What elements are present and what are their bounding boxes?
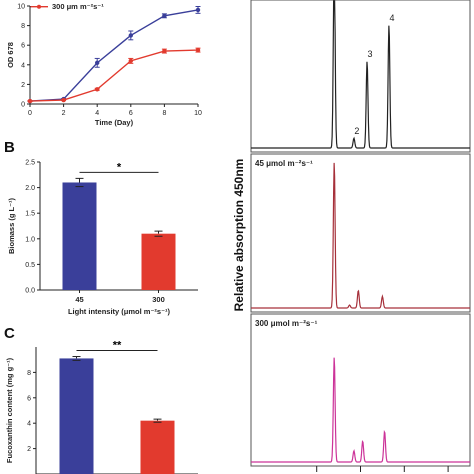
hplc-ylabel: Relative absorption 450nm xyxy=(232,159,246,312)
y-tick-label: 0.5 xyxy=(25,262,35,269)
trace-frame xyxy=(250,153,471,313)
bar xyxy=(62,182,97,290)
x-tick-label: 0 xyxy=(28,110,32,117)
panel-letter-b: B xyxy=(4,139,15,156)
peak-label: 3 xyxy=(368,49,373,59)
y-tick-label: 0.0 xyxy=(25,288,35,295)
chromatogram-trace xyxy=(251,0,470,149)
x-tick-label: 4 xyxy=(95,110,99,117)
data-point xyxy=(128,58,133,64)
bar xyxy=(140,420,175,474)
significance-label: ** xyxy=(113,340,122,352)
series-line xyxy=(29,49,199,102)
y-tick-label: 2.0 xyxy=(25,185,35,192)
y-axis-label: Biomass (g L⁻¹) xyxy=(7,197,16,254)
y-tick-label: 4 xyxy=(21,62,25,69)
y-axis-label: Fucoxanthin content (mg g⁻¹) xyxy=(5,357,14,463)
y-tick-label: 2 xyxy=(21,82,25,89)
y-tick-label: 8 xyxy=(21,23,25,30)
y-tick-label: 8 xyxy=(27,370,31,377)
y-tick-label: 6 xyxy=(27,395,31,402)
y-tick-label: 2.5 xyxy=(25,160,35,167)
bar xyxy=(141,233,176,290)
biomass-bar-chart: 0.0 0.5 1.0 1.5 2.0 2.5 45 300 * Light intensity … xyxy=(7,160,198,316)
x-axis-label: Light intensity (μmol m⁻²s⁻¹) xyxy=(68,307,171,316)
y-axis-label: OD 678 xyxy=(6,42,15,68)
y-tick-label: 1.5 xyxy=(25,211,35,218)
x-tick-label: 8 xyxy=(162,110,166,117)
trace-frame xyxy=(250,313,471,467)
y-tick-label: 2 xyxy=(27,446,31,453)
data-point xyxy=(195,47,201,53)
trace-title: 300 μmol m⁻²s⁻¹ xyxy=(255,319,318,328)
panel-letter-c: C xyxy=(4,325,15,342)
x-tick-label: 300 xyxy=(152,295,165,304)
legend-marker xyxy=(37,4,41,9)
y-tick-label: 0 xyxy=(21,102,25,109)
trace-title: 45 μmol m⁻²s⁻¹ xyxy=(255,159,313,168)
chromatogram-trace xyxy=(251,357,470,463)
data-point xyxy=(162,48,167,54)
series-line xyxy=(29,9,199,102)
data-point xyxy=(95,87,100,92)
y-tick-label: 10 xyxy=(17,4,25,11)
bar xyxy=(59,358,94,474)
chromatogram-trace xyxy=(251,162,470,309)
data-point xyxy=(61,97,66,103)
y-tick-label: 1.0 xyxy=(25,236,35,243)
x-tick-label: 45 xyxy=(75,295,83,304)
x-axis-label: Time (Day) xyxy=(95,118,134,127)
significance-label: * xyxy=(117,161,122,173)
y-tick-label: 6 xyxy=(21,43,25,50)
growth-curve-chart: 300 μm m⁻²s⁻¹ 0 2 4 6 8 10 0 2 4 6 8 10 Time (Day) OD… xyxy=(6,2,202,127)
data-point xyxy=(27,98,33,104)
data-point xyxy=(95,60,100,66)
x-tick-label: 2 xyxy=(62,110,66,117)
y-tick-label: 4 xyxy=(27,421,31,428)
legend-label: 300 μm m⁻²s⁻¹ xyxy=(52,2,104,11)
fucoxanthin-bar-chart: 2 4 6 8 ** Fucoxanthin content (mg g⁻¹) xyxy=(5,340,198,474)
hplc-chromatograms: Relative absorption 450nm 2 3 4 45 μmol m⁻²… xyxy=(232,0,471,472)
x-tick-label: 10 xyxy=(194,110,202,117)
peak-label: 2 xyxy=(354,126,359,136)
x-tick-label: 6 xyxy=(129,110,133,117)
trace-frame xyxy=(250,0,471,153)
peak-label: 4 xyxy=(389,13,394,23)
data-point xyxy=(162,13,167,18)
data-point xyxy=(128,33,133,38)
data-point xyxy=(195,7,201,13)
